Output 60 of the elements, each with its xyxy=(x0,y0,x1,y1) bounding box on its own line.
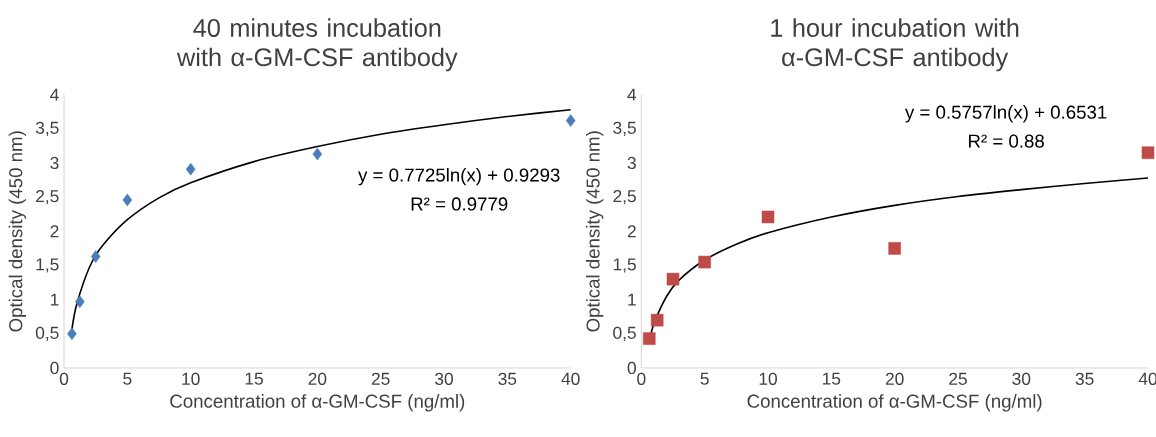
y-tick-label: 1,5 xyxy=(36,258,59,273)
y-tick-label: 3 xyxy=(50,156,59,169)
chart-title: 1 hour incubation with α-GM-CSF antibody xyxy=(771,18,1019,72)
y-tick-label: 3,5 xyxy=(35,121,59,136)
x-tick-label: 35 xyxy=(498,372,517,385)
point xyxy=(312,147,323,161)
x-tick-label: 10 xyxy=(759,372,777,385)
annotation: R² = 0.9779 xyxy=(411,197,508,211)
y-tick-label: 1 xyxy=(50,293,59,306)
x-tick-label: 40 xyxy=(1138,372,1156,385)
y-tick-label: 2 xyxy=(50,225,59,238)
point xyxy=(1141,146,1155,159)
chart-title: 40 minutes incubation with α-GM-CSF antibody xyxy=(176,18,458,72)
x-tick-label: 30 xyxy=(1012,372,1031,385)
y-axis-title: Optical density (450 nm) xyxy=(585,131,604,332)
y-tick-label: 1 xyxy=(628,293,636,306)
y-tick-label: 2,5 xyxy=(36,189,59,205)
x-axis-title: Concentration of α-GM-CSF (ng/ml) xyxy=(747,393,1042,412)
x-tick-label: 0 xyxy=(637,372,646,385)
y-tick-label: 4 xyxy=(627,88,637,101)
x-tick-label: 25 xyxy=(371,372,390,385)
y-tick-label: 1,5 xyxy=(613,258,636,273)
x-tick-label: 15 xyxy=(823,372,841,385)
x-tick-label: 10 xyxy=(182,372,200,385)
point xyxy=(642,332,656,345)
point xyxy=(650,313,664,327)
point xyxy=(761,210,775,224)
y-tick-label: 0,5 xyxy=(613,326,636,341)
y-tick-label: 0,5 xyxy=(35,326,59,341)
x-tick-label: 30 xyxy=(435,372,453,385)
annotation: y = 0.5757ln(x) + 0.6531 xyxy=(905,104,1107,123)
y-tick-label: 2,5 xyxy=(613,189,636,205)
x-tick-label: 0 xyxy=(59,372,69,385)
x-axis-title: Concentration of α-GM-CSF (ng/ml) xyxy=(170,393,465,412)
y-tick-label: 2 xyxy=(627,225,636,238)
x-tick-label: 40 xyxy=(561,372,580,385)
point xyxy=(185,162,196,176)
x-tick-label: 20 xyxy=(885,372,904,385)
y-tick-label: 3 xyxy=(627,156,636,169)
point xyxy=(67,327,77,340)
annotation: R² = 0.88 xyxy=(969,134,1044,148)
point xyxy=(888,241,901,255)
y-tick-label: 3,5 xyxy=(613,121,636,136)
point xyxy=(75,295,85,308)
point xyxy=(122,193,133,206)
x-tick-label: 25 xyxy=(949,372,967,385)
point xyxy=(698,255,711,269)
y-axis-title: Optical density (450 nm) xyxy=(8,131,27,332)
point xyxy=(666,272,680,286)
x-tick-label: 15 xyxy=(245,372,263,385)
x-tick-label: 35 xyxy=(1075,372,1094,385)
point xyxy=(90,250,101,263)
x-tick-label: 20 xyxy=(308,372,327,385)
y-tick-label: 4 xyxy=(50,88,59,101)
annotation: y = 0.7725ln(x) + 0.9293 xyxy=(358,167,560,186)
point xyxy=(565,114,576,127)
y-tick-label: 0 xyxy=(627,361,636,374)
x-tick-label: 5 xyxy=(123,372,132,385)
y-tick-label: 0 xyxy=(50,361,59,374)
x-tick-label: 5 xyxy=(700,372,709,385)
